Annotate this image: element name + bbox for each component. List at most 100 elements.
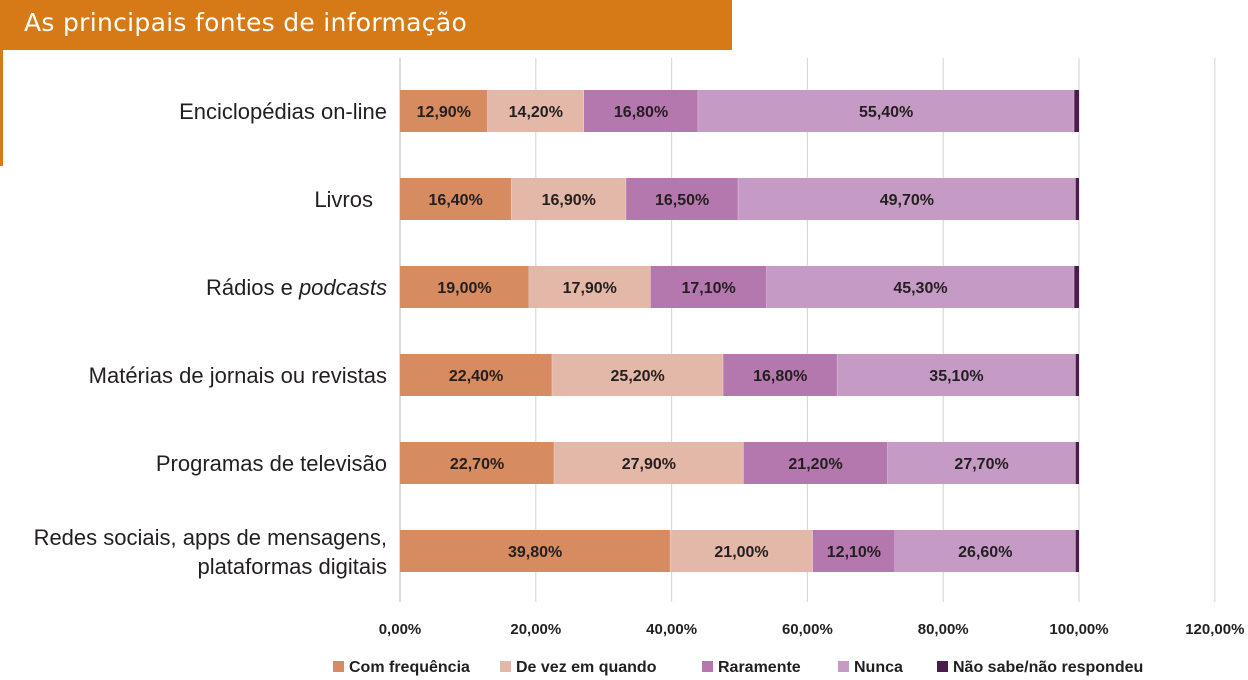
data-label: 39,80% (508, 544, 562, 561)
bar-segment-raramente-5 (812, 530, 895, 572)
x-tick-label: 40,00% (646, 621, 697, 638)
data-label: 27,90% (622, 456, 676, 473)
bar-segment-nunca-2 (766, 266, 1075, 308)
legend-label: Nunca (854, 659, 903, 676)
data-label: 27,70% (954, 456, 1008, 473)
bar-segment-n-o-sabe-n-o-respondeu-3 (1075, 354, 1079, 396)
data-label: 35,10% (929, 368, 983, 385)
category-label: Matérias de jornais ou revistas (89, 363, 387, 388)
bar-segment-n-o-sabe-n-o-respondeu-5 (1075, 530, 1079, 572)
legend: Com frequência De vez em quando Raramente N… (333, 659, 1143, 676)
bar-segment-raramente-3 (723, 354, 838, 396)
bar-segment-n-o-sabe-n-o-respondeu-2 (1074, 266, 1079, 308)
bar-segment-raramente-4 (743, 442, 888, 484)
data-label: 16,90% (542, 192, 596, 209)
legend-swatch (333, 661, 344, 672)
data-label: 12,90% (417, 104, 471, 121)
legend-item-1: De vez em quando (500, 659, 657, 676)
category-label-line: Redes sociais, apps de mensagens, (34, 525, 387, 550)
data-label: 21,20% (788, 456, 842, 473)
data-label: 17,10% (681, 280, 735, 297)
legend-swatch (937, 661, 948, 672)
data-label: 25,20% (611, 368, 665, 385)
data-label: 16,50% (655, 192, 709, 209)
category-labels: Enciclopédias on-line Livros Rádios e podc… (34, 99, 387, 579)
data-label: 16,80% (753, 368, 807, 385)
data-label: 55,40% (859, 104, 913, 121)
x-tick-label: 120,00% (1185, 621, 1244, 638)
category-label-part: Enciclopédias on-line (179, 99, 387, 124)
legend-swatch (702, 661, 713, 672)
bar-segment-de-vez-em-quando-2 (529, 266, 651, 308)
legend-item-4: Não sabe/não respondeu (937, 659, 1143, 676)
bar-segment-n-o-sabe-n-o-respondeu-1 (1075, 178, 1079, 220)
bar-segment-n-o-sabe-n-o-respondeu-4 (1075, 442, 1079, 484)
category-label: Programas de televisão (156, 451, 387, 476)
data-label: 17,90% (563, 280, 617, 297)
bar-segment-com-frequ-ncia-3 (400, 354, 553, 396)
x-tick-label: 100,00% (1049, 621, 1108, 638)
bar-segment-de-vez-em-quando-3 (552, 354, 724, 396)
category-label-part: plataformas digitais (197, 554, 387, 579)
data-label: 16,80% (614, 104, 668, 121)
bar-segment-nunca-1 (738, 178, 1076, 220)
bar-segment-com-frequ-ncia-4 (400, 442, 555, 484)
data-label: 22,70% (450, 456, 504, 473)
title-banner: As principais fontes de informação (0, 0, 732, 50)
data-label: 12,10% (827, 544, 881, 561)
category-label-part: Programas de televisão (156, 451, 387, 476)
legend-label: De vez em quando (516, 659, 657, 676)
x-axis-ticks: 0,00% 20,00% 40,00% 60,00% 80,00% 100,00% 120,… (379, 621, 1245, 638)
legend-item-0: Com frequência (333, 659, 470, 676)
legend-item-2: Raramente (702, 659, 801, 676)
bar-segment-de-vez-em-quando-5 (670, 530, 813, 572)
bar-segment-nunca-3 (837, 354, 1076, 396)
bars: 12,90% 14,20% 16,80% 55,40% 16,40% 16,90% 16,5… (400, 90, 1079, 572)
bar-segment-de-vez-em-quando-0 (487, 90, 585, 132)
legend-item-3: Nunca (838, 659, 903, 676)
data-label: 26,60% (958, 544, 1012, 561)
category-label-part: Rádios e (206, 275, 299, 300)
bar-segment-com-frequ-ncia-1 (400, 178, 512, 220)
bar-segment-nunca-5 (894, 530, 1076, 572)
data-label: 22,40% (449, 368, 503, 385)
bar-segment-com-frequ-ncia-0 (400, 90, 488, 132)
bar-segment-de-vez-em-quando-1 (511, 178, 627, 220)
gridlines (399, 58, 1216, 602)
x-tick-label: 0,00% (379, 621, 422, 638)
bar-segment-com-frequ-ncia-5 (400, 530, 671, 572)
legend-swatch (838, 661, 849, 672)
bar-segment-raramente-0 (584, 90, 699, 132)
category-label-part: Redes sociais, apps de mensagens, (34, 525, 387, 550)
chart-title: As principais fontes de informação (24, 8, 468, 37)
data-label: 21,00% (714, 544, 768, 561)
category-label: Enciclopédias on-line (179, 99, 387, 124)
bar-segment-raramente-2 (650, 266, 767, 308)
bar-segment-n-o-sabe-n-o-respondeu-0 (1074, 90, 1079, 132)
category-label-part: podcasts (298, 275, 387, 300)
data-label: 19,00% (437, 280, 491, 297)
x-tick-label: 80,00% (918, 621, 969, 638)
category-label-part: Matérias de jornais ou revistas (89, 363, 387, 388)
bar-segment-nunca-0 (698, 90, 1075, 132)
bar-segment-raramente-1 (626, 178, 739, 220)
bar-segment-nunca-4 (887, 442, 1076, 484)
data-label: 49,70% (880, 192, 934, 209)
bar-segment-com-frequ-ncia-2 (400, 266, 530, 308)
legend-swatch (500, 661, 511, 672)
x-tick-label: 20,00% (510, 621, 561, 638)
legend-label: Não sabe/não respondeu (953, 659, 1143, 676)
category-label-line: plataformas digitais (197, 554, 387, 579)
legend-label: Com frequência (349, 659, 470, 676)
x-tick-label: 60,00% (782, 621, 833, 638)
category-label-part: Livros (314, 187, 373, 212)
legend-label: Raramente (718, 659, 801, 676)
category-label: Livros (314, 187, 373, 212)
category-label: Rádios e podcasts (206, 275, 387, 300)
bar-segment-de-vez-em-quando-4 (554, 442, 744, 484)
accent-strip (0, 50, 3, 166)
data-label: 16,40% (429, 192, 483, 209)
data-label: 45,30% (893, 280, 947, 297)
data-label: 14,20% (509, 104, 563, 121)
